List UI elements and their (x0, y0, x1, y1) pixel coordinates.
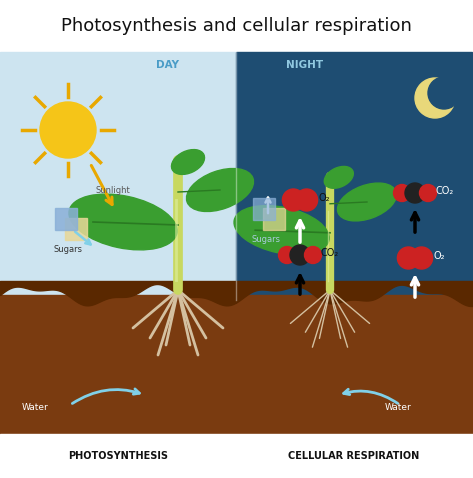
Bar (55, 208, 77, 230)
Ellipse shape (324, 166, 353, 188)
Text: Sugars: Sugars (251, 235, 280, 244)
Ellipse shape (172, 150, 204, 174)
Bar (263, 208, 285, 230)
Text: PHOTOSYNTHESIS: PHOTOSYNTHESIS (68, 451, 168, 461)
Text: CO₂: CO₂ (320, 248, 338, 258)
Bar (253, 198, 275, 220)
Text: DAY: DAY (156, 60, 178, 70)
Circle shape (305, 247, 322, 263)
Circle shape (296, 189, 317, 211)
Bar (0, 52, 236, 295)
Bar (0, 0, 473, 52)
Text: CO₂: CO₂ (435, 186, 453, 196)
Ellipse shape (69, 194, 177, 250)
Text: Sugars: Sugars (53, 245, 82, 254)
Bar (65, 218, 87, 240)
Circle shape (405, 183, 425, 203)
Text: O₂: O₂ (433, 251, 445, 261)
Bar (0, 434, 473, 478)
Text: Photosynthesis and cellular respiration: Photosynthesis and cellular respiration (61, 17, 412, 35)
Text: O₂: O₂ (318, 193, 330, 203)
Text: NIGHT: NIGHT (287, 60, 324, 70)
Circle shape (290, 245, 310, 265)
Circle shape (40, 102, 96, 158)
Ellipse shape (337, 183, 396, 221)
Text: Water: Water (22, 403, 49, 412)
Ellipse shape (186, 169, 254, 211)
Circle shape (394, 185, 411, 202)
Circle shape (415, 78, 455, 118)
Text: Sunlight: Sunlight (95, 186, 130, 195)
Ellipse shape (234, 206, 329, 255)
Bar (236, 52, 472, 295)
Text: Water: Water (385, 403, 412, 412)
Bar (236, 295, 472, 434)
Circle shape (279, 247, 296, 263)
Circle shape (397, 247, 420, 269)
Circle shape (411, 247, 433, 269)
Circle shape (282, 189, 305, 211)
Text: CELLULAR RESPIRATION: CELLULAR RESPIRATION (289, 451, 420, 461)
Bar (0, 295, 236, 434)
Circle shape (428, 77, 460, 109)
Circle shape (420, 185, 437, 202)
